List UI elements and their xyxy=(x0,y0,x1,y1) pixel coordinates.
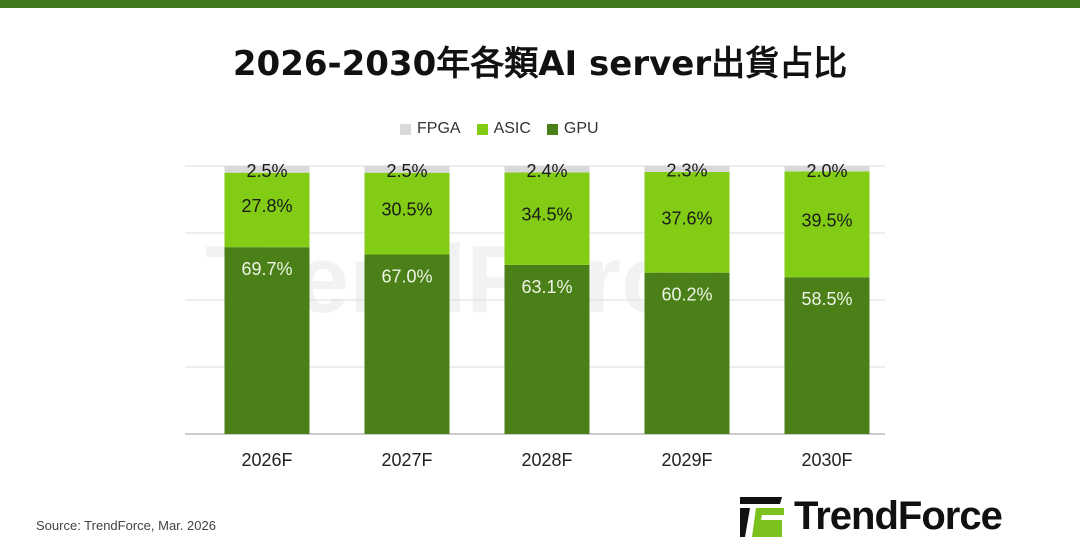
legend-label: ASIC xyxy=(493,120,531,137)
bar-fpga xyxy=(504,166,590,173)
data-label: 2.0% xyxy=(806,161,847,181)
bar-gpu xyxy=(644,272,730,434)
data-label: 58.5% xyxy=(801,289,852,309)
data-label: 37.6% xyxy=(661,208,712,228)
bar-asic xyxy=(644,171,730,273)
bar-asic xyxy=(784,171,870,278)
data-label: 67.0% xyxy=(381,266,432,286)
trendforce-logo: TrendForce xyxy=(738,494,1003,539)
top-accent-bar xyxy=(0,0,1080,8)
legend: FPGA ASIC GPU xyxy=(400,120,599,138)
source-note: Source: TrendForce, Mar. 2026 xyxy=(36,518,216,533)
data-label: 2.5% xyxy=(386,161,427,181)
data-label: 34.5% xyxy=(521,205,572,225)
data-label: 69.7% xyxy=(241,259,292,279)
x-tick-label: 2028F xyxy=(521,450,572,470)
legend-label: GPU xyxy=(563,120,599,137)
bar-fpga xyxy=(364,166,450,173)
legend-item-asic: ASIC xyxy=(476,120,531,138)
chart-title: 2026-2030年各類AI server出貨占比 xyxy=(232,44,848,84)
legend-item-gpu: GPU xyxy=(546,120,599,138)
bar-fpga xyxy=(644,165,730,172)
data-label: 2.4% xyxy=(526,161,567,181)
bar-gpu xyxy=(224,247,310,434)
legend-item-fpga: FPGA xyxy=(400,120,461,138)
bar-asic xyxy=(504,172,590,265)
x-tick-label: 2029F xyxy=(661,450,712,470)
data-label: 60.2% xyxy=(661,285,712,305)
x-tick-label: 2030F xyxy=(801,450,852,470)
bar-fpga xyxy=(224,166,310,173)
data-label: 2.5% xyxy=(246,161,287,181)
legend-label: FPGA xyxy=(417,120,461,137)
bar-gpu xyxy=(504,264,590,434)
data-label: 30.5% xyxy=(381,200,432,220)
x-tick-label: 2026F xyxy=(241,450,292,470)
logo-text: TrendForce xyxy=(794,494,1003,538)
data-label: 63.1% xyxy=(521,277,572,297)
data-label: 39.5% xyxy=(801,210,852,230)
bar-asic xyxy=(224,172,310,248)
bar-gpu xyxy=(364,254,450,434)
bar-asic xyxy=(364,172,450,255)
data-label: 27.8% xyxy=(241,196,292,216)
x-tick-label: 2027F xyxy=(381,450,432,470)
data-label: 2.3% xyxy=(666,161,707,181)
logo-mark-icon xyxy=(740,496,784,537)
bar-fpga xyxy=(784,166,870,172)
bar-gpu xyxy=(784,277,870,434)
